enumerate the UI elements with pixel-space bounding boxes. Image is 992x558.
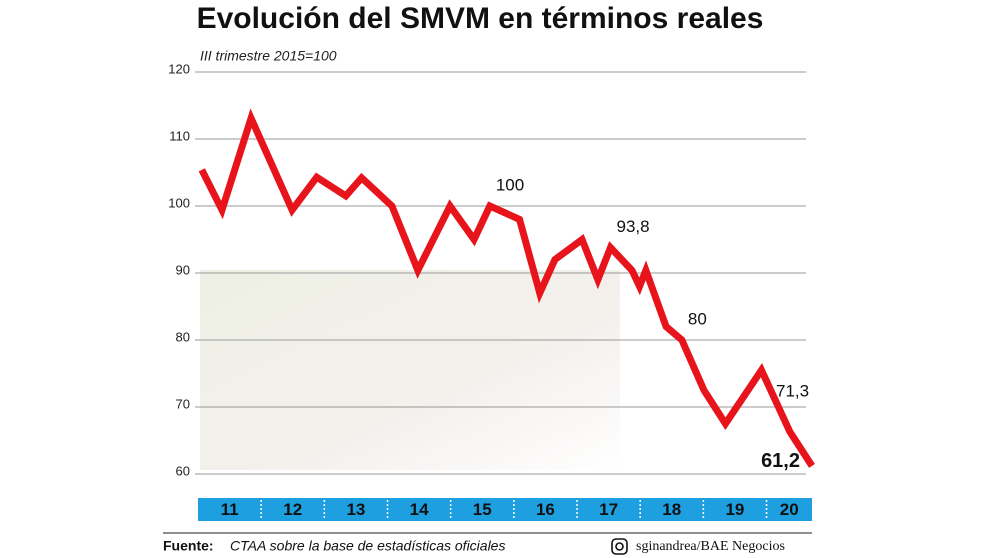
x-tick-label: 14 (410, 500, 429, 519)
y-tick-label: 70 (176, 396, 190, 411)
x-tick-label: 11 (221, 500, 239, 519)
x-axis-band (198, 498, 812, 521)
y-tick-label: 80 (176, 329, 190, 344)
instagram-icon (611, 538, 628, 555)
data-line (198, 108, 815, 468)
x-tick-label: 12 (283, 500, 302, 519)
x-tick-label: 16 (536, 500, 555, 519)
y-tick-label: 90 (176, 262, 190, 277)
y-tick-label: 60 (176, 463, 190, 478)
chart-subtitle: III trimestre 2015=100 (200, 48, 337, 64)
annotation: 71,3 (776, 381, 809, 400)
x-tick-label: 15 (473, 500, 492, 519)
footer-credit: sginandrea/BAE Negocios (636, 539, 785, 554)
footer-label: Fuente: (163, 538, 214, 554)
x-tick-label: 19 (725, 500, 744, 519)
y-tick-label: 110 (169, 128, 190, 143)
y-tick-label: 120 (168, 61, 190, 76)
data-label: 61,2 (761, 450, 800, 472)
x-tick-label: 13 (346, 500, 365, 519)
y-tick-label: 100 (168, 195, 190, 210)
data-label: 80 (688, 309, 707, 328)
x-tick-label: 17 (599, 500, 618, 519)
background-photo (200, 270, 620, 470)
x-tick-label: 18 (662, 500, 681, 519)
chart-title: Evolución del SMVM en términos reales (197, 2, 764, 35)
data-label: 100 (496, 175, 524, 194)
x-tick-label: 20 (780, 500, 799, 519)
footer-source: CTAA sobre la base de estadísticas ofici… (230, 538, 505, 554)
data-label: 93,8 (616, 217, 649, 236)
